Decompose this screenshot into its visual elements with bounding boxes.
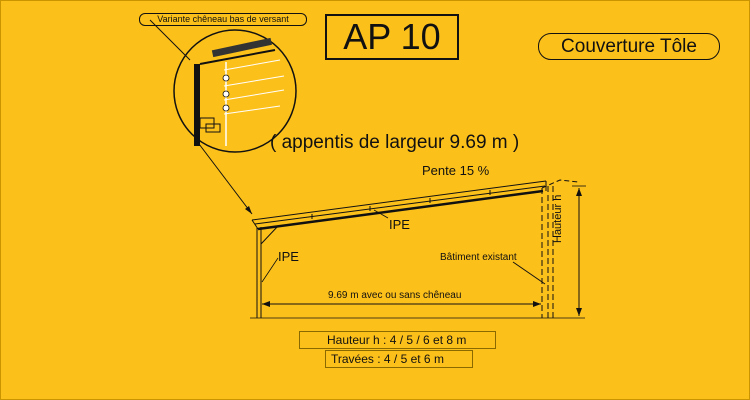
roof-structure [251, 180, 547, 231]
ipe-post-leader [261, 257, 279, 283]
rafter-label: IPE [389, 217, 410, 232]
ipe-rafter-leader [373, 209, 389, 219]
left-post [256, 225, 279, 318]
existing-building-label: Bâtiment existant [440, 252, 517, 263]
span-dimension [262, 301, 541, 307]
span-label: 9.69 m avec ou sans chêneau [328, 290, 462, 301]
heights-spec: Hauteur h : 4 / 5 / 6 et 8 m [299, 331, 496, 349]
gutter-detail [149, 19, 297, 215]
width-note: ( appentis de largeur 9.69 m ) [270, 132, 520, 153]
variant-label: Variante chêneau bas de versant [139, 13, 307, 26]
height-dimension [572, 185, 586, 316]
bays-spec: Travées : 4 / 5 et 6 m [325, 350, 473, 368]
covering-label: Couverture Tôle [538, 33, 720, 60]
model-title: AP 10 [325, 14, 459, 60]
height-label: Hauteur h [552, 194, 564, 243]
slope-label: Pente 15 % [422, 163, 490, 178]
existing-building [512, 179, 579, 318]
post-label: IPE [278, 249, 299, 264]
